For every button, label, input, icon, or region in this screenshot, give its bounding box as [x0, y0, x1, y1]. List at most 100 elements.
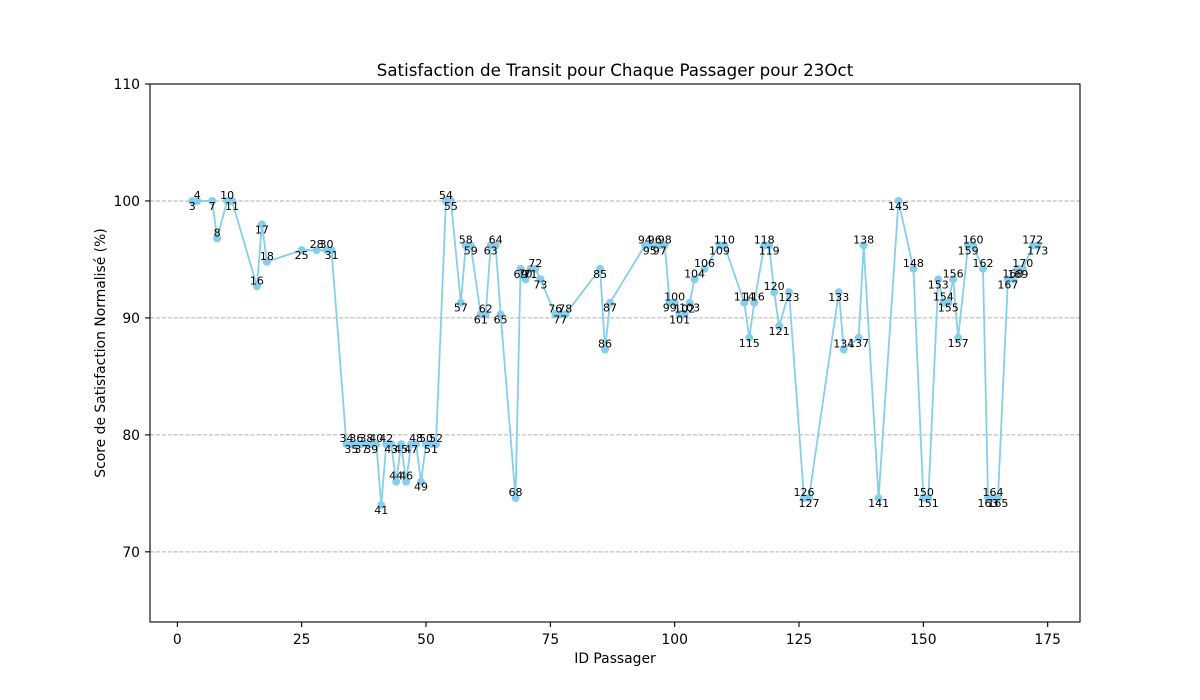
- point-label: 69: [514, 268, 528, 281]
- x-tick-label: 150: [910, 632, 937, 648]
- point-label: 96: [648, 233, 662, 246]
- point-label: 110: [714, 233, 735, 246]
- data-point: [397, 440, 406, 449]
- data-point: [969, 241, 978, 250]
- point-label: 100: [664, 291, 685, 304]
- point-label: 114: [734, 291, 755, 304]
- point-label: 49: [414, 481, 428, 494]
- point-label: 73: [533, 278, 547, 291]
- data-point: [745, 333, 754, 342]
- point-label: 141: [868, 497, 889, 510]
- data-point: [262, 257, 271, 266]
- point-label: 59: [464, 244, 478, 257]
- y-tick-label: 70: [122, 545, 140, 561]
- point-label: 97: [653, 244, 667, 257]
- data-point: [297, 246, 306, 255]
- point-label: 172: [1022, 233, 1043, 246]
- point-label: 50: [419, 432, 433, 445]
- y-axis-label: Score de Satisfaction Normalisé (%): [93, 228, 109, 477]
- point-label: 57: [454, 302, 468, 315]
- data-point: [690, 275, 699, 284]
- point-label: 123: [779, 291, 800, 304]
- x-axis-label: ID Passager: [574, 651, 656, 667]
- point-label: 51: [424, 443, 438, 456]
- point-label: 137: [848, 337, 869, 350]
- point-label: 148: [903, 257, 924, 270]
- point-label: 31: [325, 249, 339, 262]
- data-point: [700, 264, 709, 273]
- data-point: [606, 298, 615, 307]
- data-point: [466, 241, 475, 250]
- data-point: [834, 288, 843, 297]
- data-point: [531, 264, 540, 273]
- data-point: [924, 494, 933, 503]
- point-label: 126: [793, 486, 814, 499]
- point-label: 134: [833, 337, 854, 350]
- point-label: 155: [938, 302, 959, 315]
- data-point: [431, 440, 440, 449]
- point-label: 45: [394, 443, 408, 456]
- data-point: [1033, 241, 1042, 250]
- point-label: 163: [977, 497, 998, 510]
- data-point: [954, 333, 963, 342]
- point-label: 46: [399, 470, 413, 483]
- point-label: 72: [528, 257, 542, 270]
- point-label: 43: [384, 443, 398, 456]
- point-label: 170: [1012, 257, 1033, 270]
- data-point: [392, 477, 401, 486]
- data-point: [372, 440, 381, 449]
- data-point: [561, 310, 570, 319]
- data-point: [257, 220, 266, 229]
- point-label: 127: [798, 497, 819, 510]
- data-point: [228, 196, 237, 205]
- point-label: 156: [943, 267, 964, 280]
- data-point: [601, 345, 610, 354]
- y-axis: 70 80 90 100 110: [113, 77, 150, 561]
- point-label: 160: [963, 233, 984, 246]
- point-label: 54: [439, 189, 453, 202]
- point-label: 10: [220, 189, 234, 202]
- point-label: 116: [744, 291, 765, 304]
- point-label: 39: [364, 443, 378, 456]
- point-label: 87: [603, 302, 617, 315]
- data-point: [312, 246, 321, 255]
- data-point: [775, 322, 784, 331]
- data-point: [387, 440, 396, 449]
- point-label: 55: [444, 200, 458, 213]
- x-tick-label: 175: [1034, 632, 1061, 648]
- point-label: 42: [379, 432, 393, 445]
- point-label: 64: [489, 233, 503, 246]
- point-label: 165: [987, 497, 1008, 510]
- point-label: 78: [558, 302, 572, 315]
- point-label: 145: [888, 200, 909, 213]
- point-label: 119: [759, 244, 780, 257]
- point-label: 16: [250, 274, 264, 287]
- data-point: [944, 298, 953, 307]
- point-label: 58: [459, 233, 473, 246]
- point-label: 167: [997, 278, 1018, 291]
- data-point: [740, 298, 749, 307]
- data-point: [750, 298, 759, 307]
- point-label: 150: [913, 486, 934, 499]
- data-point: [327, 246, 336, 255]
- data-point: [496, 310, 505, 319]
- y-tick-label: 90: [122, 311, 140, 327]
- data-point: [765, 241, 774, 250]
- y-tick-label: 100: [113, 194, 140, 210]
- point-label: 103: [679, 302, 700, 315]
- data-point: [934, 275, 943, 284]
- point-label: 162: [973, 257, 994, 270]
- point-label: 40: [369, 432, 383, 445]
- data-series: [188, 196, 1042, 510]
- data-point: [481, 310, 490, 319]
- point-label: 28: [310, 238, 324, 251]
- data-point: [1008, 275, 1017, 284]
- point-label: 61: [474, 313, 488, 326]
- data-point: [680, 310, 689, 319]
- x-tick-label: 0: [173, 632, 182, 648]
- data-point: [1018, 264, 1027, 273]
- point-label: 157: [948, 337, 969, 350]
- point-label: 164: [982, 486, 1003, 499]
- point-label: 102: [674, 302, 695, 315]
